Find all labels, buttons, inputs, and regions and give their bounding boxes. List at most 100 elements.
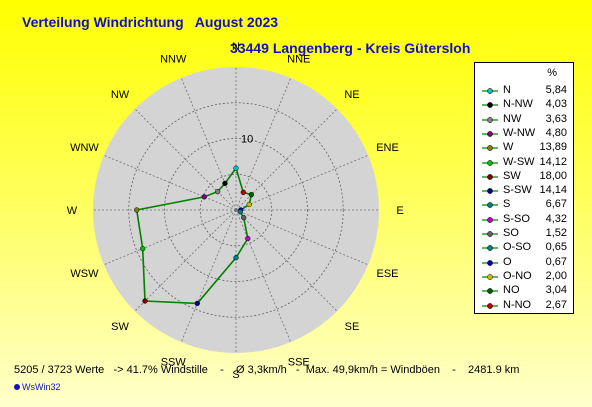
legend-item-name: NO (503, 284, 520, 297)
legend-item: S 6,67 (475, 198, 573, 211)
data-point-ono (246, 201, 252, 208)
legend-item-value: 13,89 (539, 141, 567, 154)
legend-item-value: 18,00 (539, 169, 567, 182)
data-point-ssw (194, 300, 200, 307)
legend-marker-symbol (482, 131, 498, 137)
data-point-no (248, 191, 255, 198)
legend-item-value: 4,80 (545, 126, 567, 139)
legend-item-value: 1,52 (545, 227, 567, 239)
legend-marker (481, 198, 499, 211)
legend-item: W-SW 14,12 (475, 156, 573, 169)
legend-item-name: N-NO (503, 298, 532, 311)
axis-label: E (396, 205, 403, 217)
axis-label: NE (344, 89, 359, 101)
legend-item: N 5,84 (475, 84, 573, 97)
legend-marker (481, 156, 499, 169)
legend: % N 5,84 N-NW 4,03 NW 3,63 W-NW 4,80 W 13,89 W-SW 1… (474, 62, 574, 314)
legend-item: W 13,89 (475, 141, 573, 154)
legend-marker-symbol (482, 259, 498, 266)
axis-label: ENE (376, 142, 399, 154)
axis-label: NNE (287, 53, 310, 65)
axis-label: NNW (160, 53, 187, 65)
axis-label: SE (345, 321, 360, 333)
legend-item: N-NO 2,67 (475, 299, 573, 312)
legend-marker-symbol (482, 231, 498, 237)
legend-marker (481, 270, 499, 283)
legend-item-name: W-NW (503, 126, 536, 139)
data-point-w (134, 207, 140, 213)
legend-item-name: NW (503, 112, 522, 125)
data-point-n (233, 165, 239, 171)
data-point-s (233, 255, 239, 261)
legend-marker-symbol (482, 202, 498, 209)
legend-item: SW 18,00 (475, 170, 573, 183)
legend-item-value: 2,00 (545, 269, 567, 282)
legend-marker (481, 241, 499, 254)
legend-header: % (547, 67, 557, 79)
legend-marker-symbol (482, 145, 498, 152)
axis-label: S (232, 369, 239, 381)
legend-marker (481, 113, 499, 126)
legend-item-name: S (503, 198, 511, 211)
legend-marker (481, 84, 499, 97)
legend-item: O-NO 2,00 (475, 270, 573, 283)
brand-text: WsWin32 (22, 382, 61, 392)
grid-ring (199, 173, 273, 247)
data-point-nnw (222, 180, 228, 187)
legend-item: N-NW 4,03 (475, 98, 573, 111)
axis-label: WNW (70, 142, 99, 154)
legend-item: S-SW 14,14 (475, 184, 573, 197)
legend-item-value: 14,12 (539, 155, 567, 168)
legend-marker (481, 184, 499, 197)
data-point-nw (214, 188, 221, 195)
legend-item-value: 3,04 (545, 284, 567, 297)
legend-item-value: 4,03 (545, 98, 567, 111)
legend-item: W-NW 4,80 (475, 127, 573, 140)
legend-marker (481, 284, 499, 297)
legend-marker (481, 141, 499, 154)
data-point-sso (245, 235, 251, 242)
chart-title: Verteilung Windrichtung August 2023 (22, 14, 279, 30)
axis-label: SW (111, 321, 129, 333)
data-point-sw (142, 298, 148, 304)
data-point-oso (237, 209, 243, 215)
grid-ring (164, 138, 308, 282)
grid-ring (128, 102, 344, 318)
legend-item-value: 6,67 (545, 198, 567, 211)
legend-marker-symbol (482, 116, 498, 123)
legend-item-value: 14,14 (539, 184, 567, 197)
legend-item-name: SO (503, 227, 519, 239)
data-point-wnw (201, 194, 207, 200)
legend-marker-symbol (482, 88, 498, 94)
legend-item-name: W (503, 141, 514, 154)
legend-marker-symbol (482, 302, 498, 309)
legend-marker (481, 256, 499, 269)
legend-marker (481, 213, 499, 226)
data-point-wsw (140, 245, 146, 252)
legend-item: NO 3,04 (475, 284, 573, 297)
axis-label: NW (111, 89, 130, 101)
legend-marker (481, 98, 499, 111)
legend-marker-symbol (482, 188, 498, 194)
stats-footer: 5205 / 3723 Werte -> 41.7% Windstille - … (14, 364, 520, 376)
chart-subtitle: 33449 Langenberg - Kreis Gütersloh (230, 40, 471, 56)
legend-item-value: 0,67 (545, 255, 567, 268)
legend-marker-symbol (482, 274, 498, 280)
axis-label: N (232, 41, 240, 53)
legend-item: O 0,67 (475, 256, 573, 269)
legend-marker (481, 127, 499, 140)
legend-item-value: 5,84 (545, 84, 567, 96)
axis-label: ESE (377, 268, 399, 280)
legend-marker (481, 227, 499, 240)
data-point-nno (240, 189, 246, 196)
legend-marker-symbol (482, 216, 498, 223)
legend-marker-symbol (482, 245, 498, 252)
legend-item: SO 1,52 (475, 227, 573, 240)
legend-item-name: O (503, 255, 512, 268)
legend-item-name: O-NO (503, 269, 532, 282)
legend-marker-symbol (482, 102, 498, 109)
brand-label: WsWin32 (14, 382, 61, 392)
legend-item-name: S-SW (503, 184, 532, 197)
